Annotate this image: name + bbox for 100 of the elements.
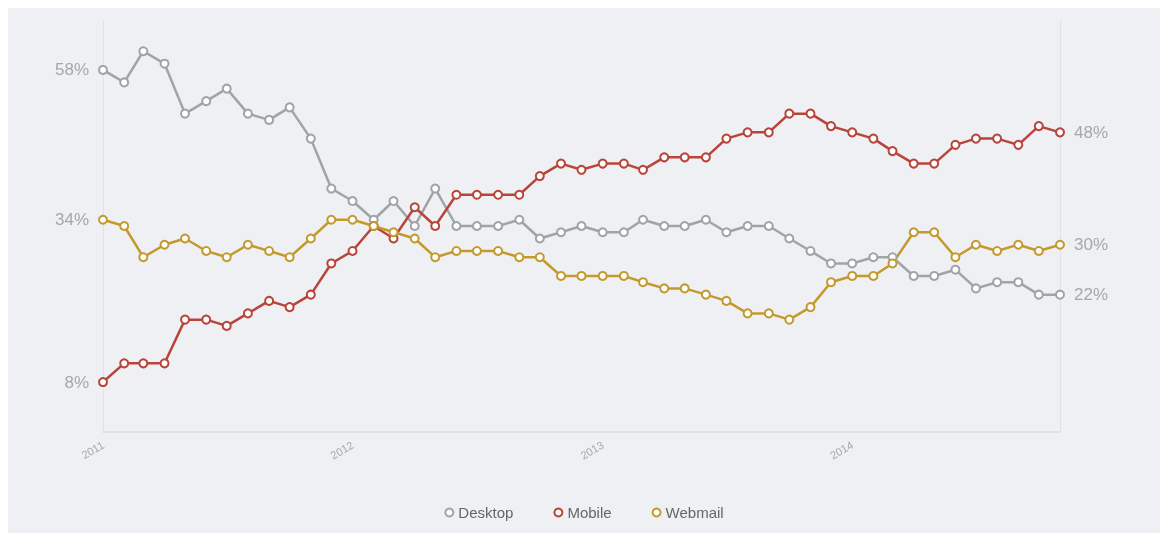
point xyxy=(679,221,690,231)
point xyxy=(201,314,212,325)
point xyxy=(950,139,961,150)
point xyxy=(763,308,774,319)
point xyxy=(451,221,462,231)
point xyxy=(970,283,981,294)
point xyxy=(305,133,316,144)
point xyxy=(138,46,149,57)
point xyxy=(221,320,232,331)
point xyxy=(742,221,753,231)
point xyxy=(970,133,981,144)
legend-label: Desktop xyxy=(458,504,514,521)
point xyxy=(409,233,420,244)
point xyxy=(721,227,732,238)
y-tick-label: 8% xyxy=(64,372,89,392)
point xyxy=(597,158,608,169)
point xyxy=(305,289,316,300)
point xyxy=(659,221,670,231)
point xyxy=(847,270,858,281)
y-tick-label: 34% xyxy=(54,210,89,230)
point xyxy=(597,270,608,281)
y-tick-label: 58% xyxy=(54,60,89,80)
point xyxy=(98,64,108,75)
point xyxy=(242,239,253,250)
point xyxy=(159,358,170,369)
point xyxy=(305,233,316,244)
x-tick-label: 2012 xyxy=(328,438,356,462)
point xyxy=(929,270,940,281)
point xyxy=(659,283,670,294)
point xyxy=(908,158,919,169)
point xyxy=(659,152,670,163)
point xyxy=(992,245,1003,256)
point xyxy=(221,83,232,94)
point xyxy=(970,239,981,250)
point xyxy=(264,114,275,125)
point xyxy=(138,358,149,369)
point xyxy=(1055,289,1065,300)
point xyxy=(576,221,587,231)
point xyxy=(784,314,795,325)
point xyxy=(887,258,898,269)
point xyxy=(388,196,399,207)
point xyxy=(805,245,816,256)
point xyxy=(1013,239,1024,250)
point xyxy=(180,314,191,325)
point xyxy=(826,258,836,269)
point xyxy=(618,158,629,169)
point xyxy=(471,189,482,200)
point xyxy=(576,164,587,175)
point xyxy=(159,58,170,69)
point xyxy=(868,270,879,281)
point xyxy=(201,96,212,107)
point xyxy=(992,277,1003,288)
point xyxy=(159,239,170,250)
point xyxy=(950,252,961,263)
point xyxy=(576,270,587,281)
point xyxy=(242,108,253,119)
point xyxy=(763,221,774,231)
point xyxy=(451,189,462,200)
legend-label: Mobile xyxy=(567,504,612,521)
point xyxy=(742,127,753,138)
point xyxy=(430,221,441,231)
point xyxy=(742,308,753,319)
point xyxy=(638,164,649,175)
point xyxy=(221,252,232,263)
point xyxy=(284,102,295,113)
point xyxy=(638,214,649,225)
point xyxy=(1033,245,1044,256)
point xyxy=(929,158,940,169)
point xyxy=(929,227,940,238)
point xyxy=(908,227,919,238)
point xyxy=(264,295,275,306)
point xyxy=(471,221,482,231)
legend-label: Webmail xyxy=(665,504,724,521)
point xyxy=(347,245,358,256)
y2-tick-label: 48% xyxy=(1074,122,1109,142)
point xyxy=(326,214,337,225)
y2-tick-label: 22% xyxy=(1074,285,1109,305)
point xyxy=(847,127,858,138)
x-tick-label: 2013 xyxy=(578,438,606,462)
x-tick-label: 2011 xyxy=(79,438,106,462)
point xyxy=(201,245,212,256)
point xyxy=(534,233,545,244)
point xyxy=(1033,289,1044,300)
point xyxy=(556,158,566,169)
point xyxy=(908,270,919,281)
point xyxy=(700,289,711,300)
point xyxy=(1013,139,1024,150)
point xyxy=(618,270,629,281)
point xyxy=(638,277,649,288)
point xyxy=(784,108,795,119)
point xyxy=(868,252,879,263)
point xyxy=(347,214,358,225)
point xyxy=(242,308,253,319)
point xyxy=(700,214,711,225)
point xyxy=(826,277,836,288)
point xyxy=(284,252,295,263)
point xyxy=(388,227,399,238)
point xyxy=(679,152,690,163)
point xyxy=(119,358,130,369)
point xyxy=(763,127,774,138)
